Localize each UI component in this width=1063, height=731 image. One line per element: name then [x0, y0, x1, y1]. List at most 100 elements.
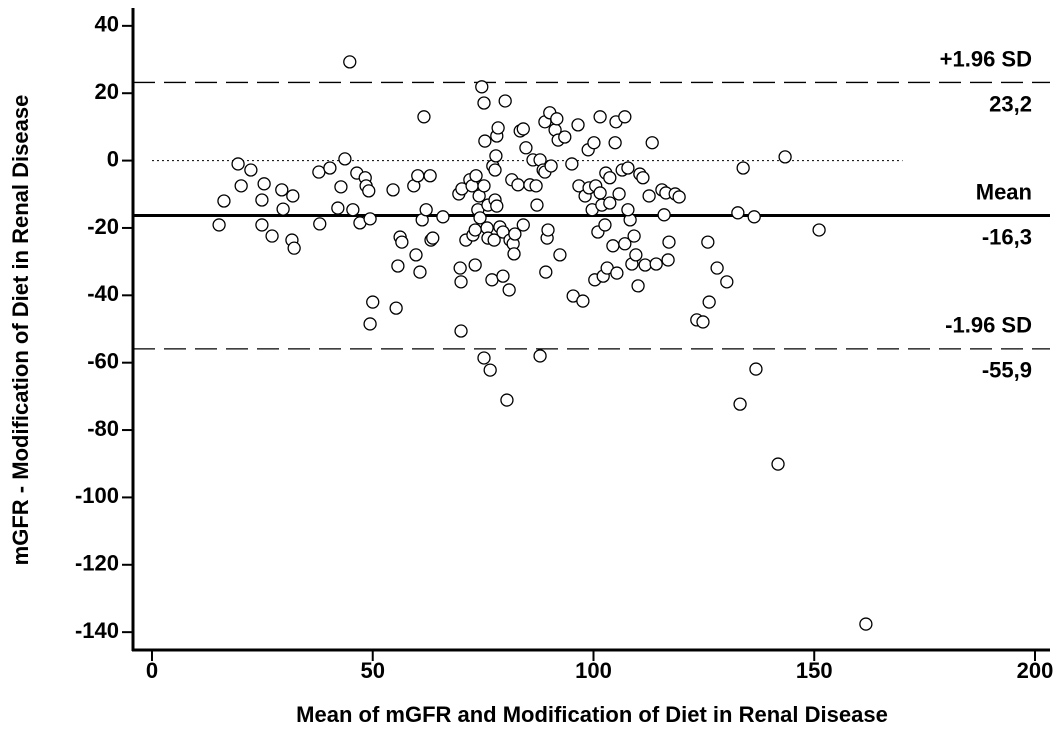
point [478, 134, 492, 148]
point [257, 177, 271, 191]
point [234, 179, 248, 193]
point [638, 258, 652, 272]
point [645, 136, 659, 150]
point [468, 223, 482, 237]
point [487, 233, 501, 247]
point [275, 183, 289, 197]
y-tick-label: -140 [75, 618, 119, 643]
point [621, 203, 635, 217]
point [587, 136, 601, 150]
point [565, 157, 579, 171]
point [419, 203, 433, 217]
point [395, 235, 409, 249]
point [312, 165, 326, 179]
point [313, 217, 327, 231]
point [389, 301, 403, 315]
point [657, 208, 671, 222]
reference-line-name: +1.96 SD [940, 46, 1032, 71]
point [629, 248, 643, 262]
point [363, 212, 377, 226]
point [621, 161, 635, 175]
point [511, 178, 525, 192]
y-tick-label: -60 [87, 348, 119, 373]
point [469, 169, 483, 183]
point [366, 295, 380, 309]
y-tick-label: -100 [75, 483, 119, 508]
point [331, 201, 345, 215]
point [636, 171, 650, 185]
point [516, 122, 530, 136]
point [710, 261, 724, 275]
point [702, 295, 716, 309]
point [426, 231, 440, 245]
point [649, 257, 663, 271]
point [346, 203, 360, 217]
point [498, 94, 512, 108]
point [255, 218, 269, 232]
point [413, 265, 427, 279]
point [553, 248, 567, 262]
point [363, 317, 377, 331]
point [529, 179, 543, 193]
point [610, 266, 624, 280]
point [500, 393, 514, 407]
point [603, 171, 617, 185]
point [477, 179, 491, 193]
point [454, 275, 468, 289]
point [618, 237, 632, 251]
point [411, 169, 425, 183]
point [812, 223, 826, 237]
point [661, 253, 675, 267]
point [859, 617, 873, 631]
point [477, 96, 491, 110]
point [541, 223, 555, 237]
point [334, 180, 348, 194]
point [212, 218, 226, 232]
point [286, 189, 300, 203]
y-axis-label: mGFR - Modification of Diet in Renal Dis… [8, 95, 33, 566]
point [485, 273, 499, 287]
point [477, 351, 491, 365]
point [747, 210, 761, 224]
point [436, 210, 450, 224]
point [231, 157, 245, 171]
reference-line-name: -1.96 SD [945, 313, 1032, 338]
reference-line-label: -55,9 [982, 358, 1032, 383]
point [489, 149, 503, 163]
point [502, 283, 516, 297]
point [618, 110, 632, 124]
point [662, 235, 676, 249]
point [491, 121, 505, 135]
point [475, 80, 489, 94]
point [323, 161, 337, 175]
point [544, 159, 558, 173]
point [454, 324, 468, 338]
point [533, 349, 547, 363]
point [338, 152, 352, 166]
x-tick-label: 150 [796, 658, 833, 683]
point [627, 229, 641, 243]
point [265, 229, 279, 243]
point [612, 187, 626, 201]
point [409, 248, 423, 262]
x-tick-label: 0 [146, 658, 158, 683]
point [672, 190, 686, 204]
y-tick-label: 20 [95, 79, 119, 104]
point [539, 265, 553, 279]
y-tick-label: -40 [87, 281, 119, 306]
point [483, 363, 497, 377]
point [453, 261, 467, 275]
x-tick-label: 200 [1017, 658, 1054, 683]
point [603, 196, 617, 210]
point [571, 118, 585, 132]
point [507, 247, 521, 261]
point [490, 199, 504, 213]
point [606, 239, 620, 253]
point [386, 183, 400, 197]
point [473, 211, 487, 225]
x-tick-label: 100 [575, 658, 612, 683]
y-tick-label: -80 [87, 416, 119, 441]
reference-line-name: Mean [976, 179, 1032, 204]
point [244, 163, 258, 177]
